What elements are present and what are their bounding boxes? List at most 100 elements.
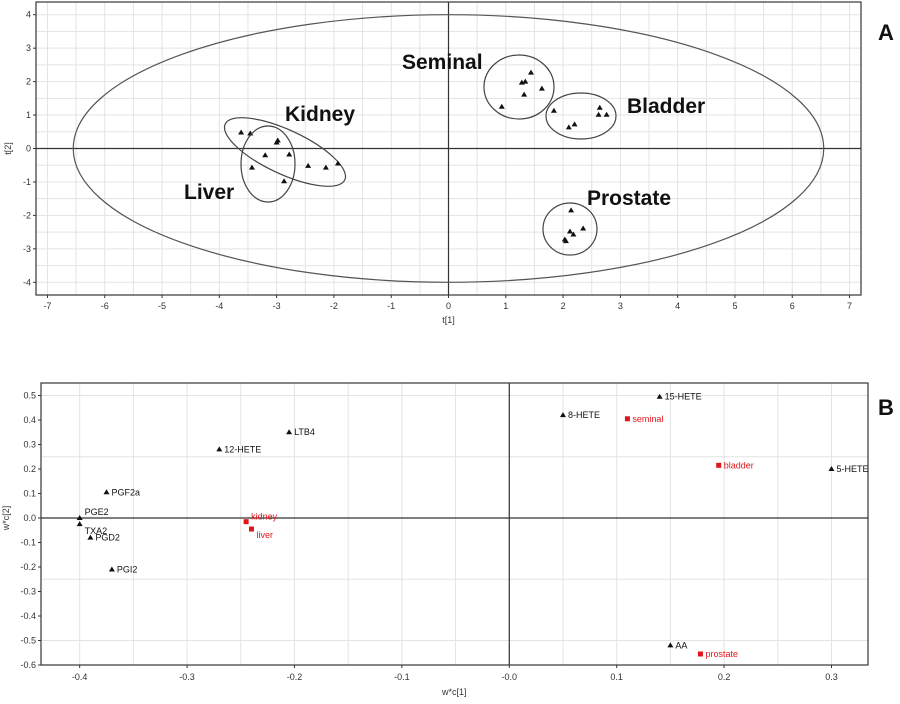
y-tick-label: 0.2 — [23, 464, 36, 474]
x-tick-label: 0.1 — [610, 672, 623, 682]
variable-marker-pgd2 — [87, 534, 94, 540]
point-bladder — [565, 124, 572, 130]
plot-frame — [40, 382, 869, 666]
y-tick-label: -2 — [23, 210, 31, 220]
x-tick-label: 1 — [503, 301, 508, 311]
point-liver — [262, 152, 269, 158]
y-tick-label: 3 — [26, 43, 31, 53]
x-tick-label: -0.4 — [72, 672, 88, 682]
y-tick-label: -0.5 — [20, 635, 36, 645]
x-tick-label: -6 — [101, 301, 109, 311]
point-bladder — [596, 104, 603, 110]
x-tick-label: -4 — [215, 301, 223, 311]
variable-marker-8-hete — [559, 412, 566, 418]
variable-marker-12-hete — [216, 446, 223, 452]
panel-label-b: B — [878, 395, 894, 420]
point-bladder — [550, 107, 557, 113]
variable-marker-aa — [667, 642, 674, 648]
y-tick-label: -0.2 — [20, 562, 36, 572]
variable-marker-ltb4 — [286, 429, 293, 435]
y-tick-label: -0.6 — [20, 660, 36, 670]
class-marker-prostate — [697, 651, 703, 657]
x-tick-label: 0.3 — [825, 672, 838, 682]
class-marker-liver — [249, 526, 255, 532]
point-prostate — [566, 228, 573, 234]
point-prostate — [580, 225, 587, 231]
x-tick-label: 3 — [618, 301, 623, 311]
point-prostate — [568, 207, 575, 213]
y-tick-label: 2 — [26, 77, 31, 87]
x-tick-label: -1 — [387, 301, 395, 311]
variable-marker-pgi2 — [108, 566, 115, 572]
group-label-liver: Liver — [184, 181, 234, 204]
group-ellipse-kidney — [223, 117, 347, 187]
x-tick-label: 0 — [446, 301, 451, 311]
y-tick-label: 0.5 — [23, 390, 36, 400]
y-tick-label: 4 — [26, 10, 31, 20]
x-tick-label: -3 — [273, 301, 281, 311]
point-label-seminal: seminal — [632, 414, 663, 424]
hotelling-ellipse — [72, 14, 825, 283]
point-liver — [248, 164, 255, 170]
x-tick-label: 0.2 — [718, 672, 731, 682]
x-tick-label: 2 — [561, 301, 566, 311]
point-label-liver: liver — [257, 530, 274, 540]
y-tick-label: 0.1 — [23, 488, 36, 498]
x-tick-label: 5 — [732, 301, 737, 311]
point-label-kidney: kidney — [251, 512, 278, 522]
y-tick-label: 0.4 — [23, 415, 36, 425]
x-tick-label: -0.2 — [287, 672, 303, 682]
class-marker-bladder — [716, 462, 722, 468]
y-tick-label: -4 — [23, 277, 31, 287]
group-ellipse-seminal — [483, 54, 555, 120]
x-tick-label: 4 — [675, 301, 680, 311]
point-seminal — [538, 85, 545, 91]
y-tick-label: 1 — [26, 110, 31, 120]
point-bladder — [571, 121, 578, 127]
class-marker-seminal — [624, 416, 630, 422]
y-axis-label: t[2] — [3, 142, 13, 155]
x-tick-label: -2 — [330, 301, 338, 311]
point-label-ltb4: LTB4 — [294, 427, 315, 437]
point-label-pge2: PGE2 — [85, 507, 109, 517]
group-label-kidney: Kidney — [285, 103, 355, 126]
variable-marker-pge2 — [76, 514, 83, 520]
point-kidney — [334, 160, 341, 166]
variable-marker-15-hete — [656, 393, 663, 399]
point-liver — [273, 139, 280, 145]
point-prostate — [570, 231, 577, 237]
group-ellipse-prostate — [542, 202, 598, 256]
y-axis-label: w*c[2] — [1, 506, 11, 532]
y-tick-label: -0.3 — [20, 586, 36, 596]
point-liver — [286, 151, 293, 157]
point-kidney — [305, 162, 312, 168]
group-ellipse-bladder — [545, 92, 617, 140]
loading-plot-b: -0.4 -0.3 -0.2 -0.1 -0.0 0.1 0.2 0.3 0.5 0.4 0.3 0.… — [1, 382, 869, 697]
point-seminal — [528, 69, 534, 75]
y-tick-label: 0 — [26, 144, 31, 154]
point-label-12-hete: 12-HETE — [224, 444, 261, 454]
y-tick-label: 0.3 — [23, 439, 36, 449]
variable-marker-txa2 — [76, 521, 83, 527]
x-tick-label: -7 — [43, 301, 51, 311]
point-label-5-hete: 5-HETE — [836, 464, 868, 474]
variable-marker-5-hete — [828, 465, 835, 471]
point-label-aa: AA — [675, 640, 687, 650]
x-tick-label: -0.3 — [179, 672, 195, 682]
point-label-prostate: prostate — [705, 649, 738, 659]
panel-label-a: A — [878, 20, 894, 45]
variable-marker-pgf2a — [103, 489, 110, 495]
x-tick-label: -0.0 — [502, 672, 518, 682]
point-bladder — [603, 111, 610, 117]
point-label-txa2: TXA2 — [85, 526, 108, 536]
point-seminal — [522, 78, 529, 84]
x-tick-label: 6 — [790, 301, 795, 311]
y-tick-label: -0.4 — [20, 611, 36, 621]
point-liver — [281, 178, 288, 184]
y-tick-label: -0.1 — [20, 537, 36, 547]
group-ellipse-liver — [240, 125, 296, 203]
point-label-pgf2a: PGF2a — [112, 487, 141, 497]
point-seminal — [521, 91, 528, 97]
x-tick-label: -0.1 — [394, 672, 410, 682]
